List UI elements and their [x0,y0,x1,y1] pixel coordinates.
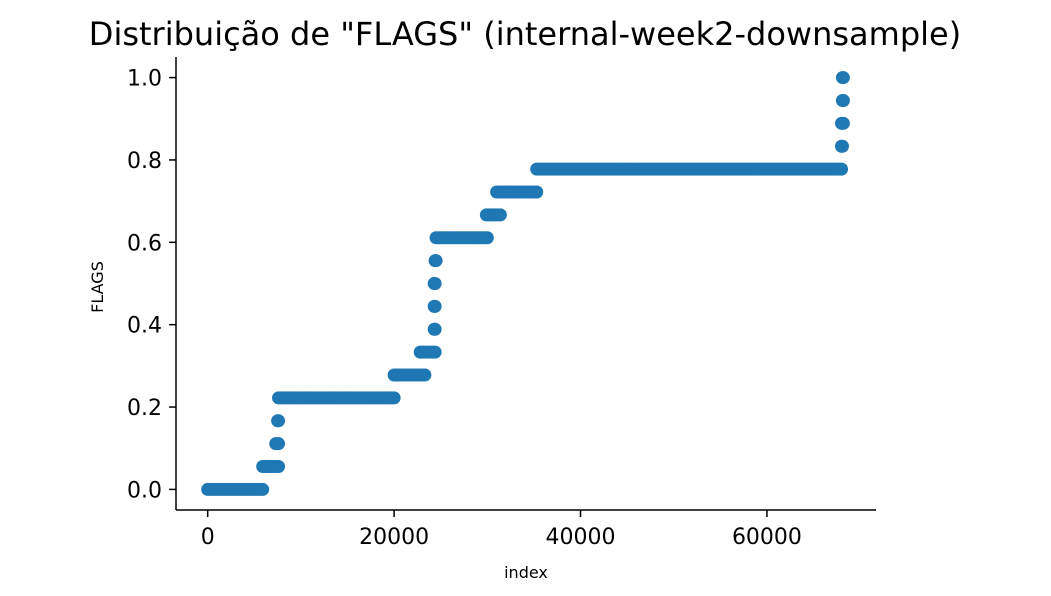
x-ticks: 0 20000 40000 60000 [201,510,802,550]
data-point [428,299,442,313]
scatter-segment [835,116,850,130]
y-tick-label: 0.0 [127,478,162,503]
data-point [428,345,442,359]
axes [175,57,876,511]
data-point [836,71,850,85]
data-point [272,414,286,428]
data-point [530,185,544,199]
x-tick-label: 40000 [546,525,616,550]
y-tick-label: 0.8 [127,149,162,174]
data-point [835,139,849,153]
y-axis-label: FLAGS [88,261,107,313]
scatter-segment [269,437,286,451]
scatter-segment [271,414,286,428]
scatter-segment [272,391,401,405]
scatter-points [201,71,850,496]
y-tick-label: 0.2 [127,396,162,421]
scatter-segment [530,162,849,176]
x-tick-label: 20000 [359,525,429,550]
scatter-segment [835,139,849,153]
x-tick-label: 60000 [732,525,802,550]
scatter-segment [428,254,443,268]
y-tick-label: 0.4 [127,314,162,339]
y-tick-label: 0.6 [127,231,162,256]
data-point [835,162,849,176]
x-axis-label: index [504,563,548,582]
scatter-segment [256,460,286,474]
scatter-segment [387,368,432,382]
y-ticks: 0.0 0.2 0.4 0.6 0.8 1.0 [127,67,176,503]
data-point [836,116,850,130]
scatter-segment [490,185,544,199]
scatter-segment [479,208,507,222]
chart-title: Distribuição de "FLAGS" (internal-week2-… [89,15,961,53]
data-point [387,391,401,405]
x-tick-label: 0 [201,525,215,550]
scatter-segment [835,93,850,107]
scatter-segment [429,231,494,245]
y-tick-label: 1.0 [127,67,162,92]
data-point [428,277,442,290]
data-point [429,254,443,268]
data-point [418,368,432,382]
data-point [272,437,286,451]
data-point [836,93,850,107]
scatter-segment [427,277,442,290]
scatter-segment [427,299,442,313]
data-point [493,208,507,222]
scatter-segment [201,482,270,496]
scatter-segment [835,71,850,85]
data-point [272,460,286,474]
scatter-segment [427,322,442,336]
data-point [428,322,442,336]
data-point [256,482,270,496]
scatter-segment [413,345,442,359]
data-point [480,231,494,245]
